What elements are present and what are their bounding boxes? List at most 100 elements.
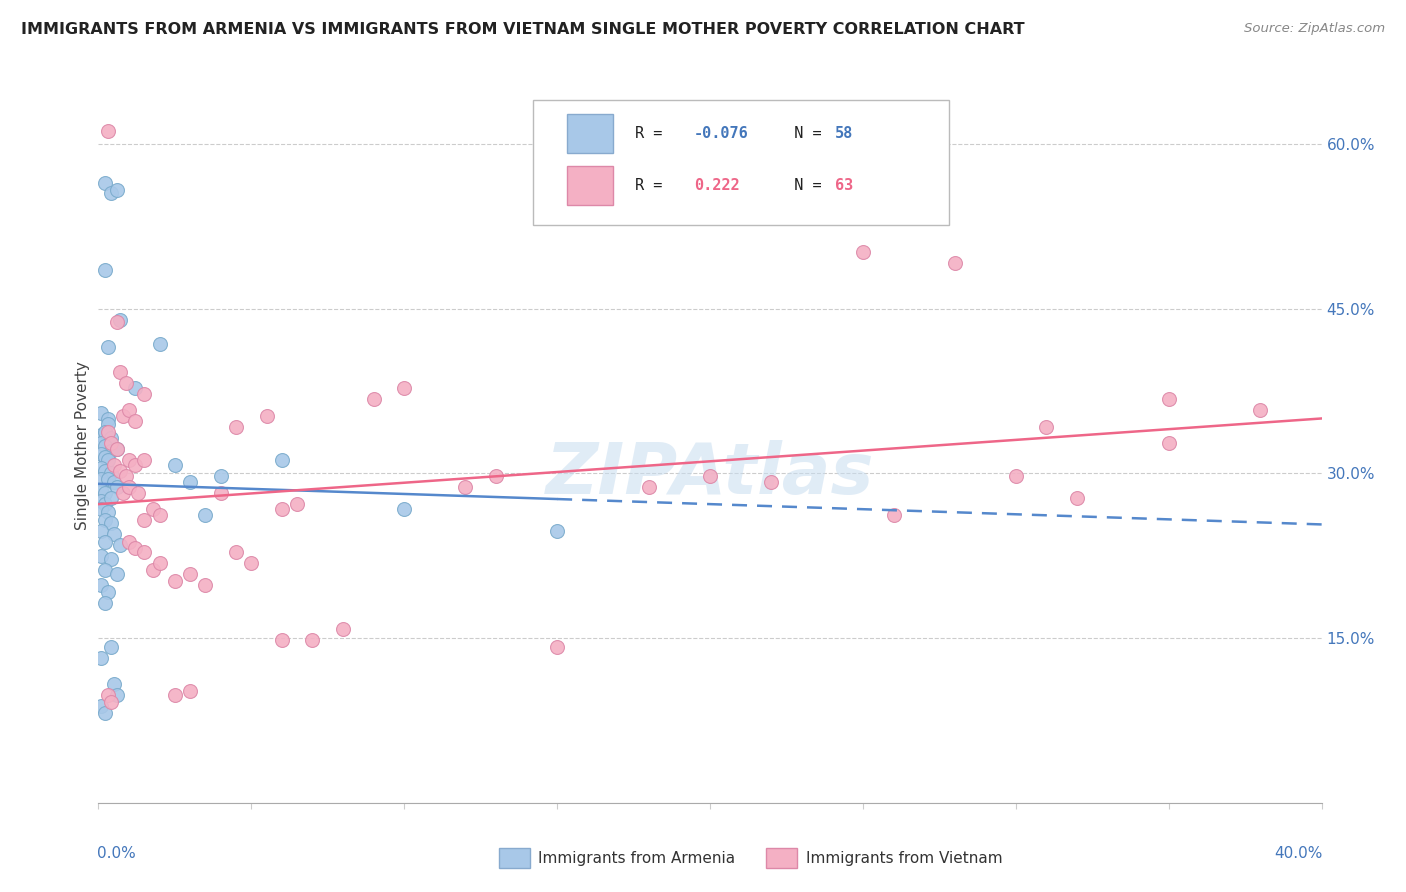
Point (97, 124, 120, 138)
Point (90, 651, 112, 665)
FancyBboxPatch shape (567, 166, 613, 205)
Point (97, 425, 120, 439)
Point (100, 467, 122, 481)
Point (93, 512, 115, 526)
Point (93, 425, 115, 439)
Point (134, 387, 156, 401)
Point (93, 450, 115, 464)
Point (118, 480, 141, 494)
Point (100, 516, 122, 530)
Point (134, 545, 156, 559)
Point (100, 186, 122, 201)
Point (93, 486, 115, 500)
Point (93, 563, 115, 577)
Point (97, 472, 120, 486)
Point (179, 475, 201, 490)
Point (270, 453, 292, 467)
Point (163, 458, 186, 472)
Point (115, 468, 138, 483)
Point (124, 541, 146, 555)
Point (124, 414, 146, 428)
Text: Immigrants from Vietnam: Immigrants from Vietnam (806, 851, 1002, 865)
Text: 63: 63 (835, 178, 853, 193)
Point (118, 453, 141, 467)
Point (270, 501, 292, 516)
Point (225, 545, 247, 559)
Point (1249, 402, 1271, 417)
Point (97, 453, 120, 467)
Point (485, 468, 508, 483)
Text: 58: 58 (835, 127, 853, 141)
Point (105, 480, 128, 494)
Point (209, 468, 232, 483)
Point (108, 464, 131, 478)
Text: R =: R = (636, 127, 672, 141)
Point (97, 411, 120, 425)
Point (100, 695, 122, 709)
Text: IMMIGRANTS FROM ARMENIA VS IMMIGRANTS FROM VIETNAM SINGLE MOTHER POVERTY CORRELA: IMMIGRANTS FROM ARMENIA VS IMMIGRANTS FR… (21, 22, 1025, 37)
Point (163, 688, 186, 702)
Point (100, 491, 122, 505)
Point (111, 409, 134, 424)
Point (105, 442, 128, 457)
Point (90, 501, 112, 516)
Point (943, 255, 966, 269)
Point (454, 480, 477, 494)
Text: N =: N = (776, 178, 831, 193)
Text: 40.0%: 40.0% (1274, 846, 1323, 861)
Point (90, 494, 112, 508)
Point (90, 428, 112, 442)
Point (142, 501, 165, 516)
Point (301, 633, 323, 648)
Point (163, 574, 186, 588)
Point (103, 458, 125, 472)
Point (124, 458, 146, 472)
Point (97, 505, 120, 519)
Point (100, 435, 122, 450)
Point (105, 688, 128, 702)
Point (225, 420, 247, 434)
Point (240, 557, 263, 571)
Text: R =: R = (636, 178, 681, 193)
Point (332, 623, 354, 637)
Text: ZIPAtlas: ZIPAtlas (546, 440, 875, 509)
Point (93, 497, 115, 511)
Point (392, 381, 416, 395)
Point (93, 464, 115, 478)
Point (97, 585, 120, 599)
Point (270, 633, 292, 648)
Text: Immigrants from Armenia: Immigrants from Armenia (538, 851, 735, 865)
Point (97, 688, 120, 702)
Point (93, 534, 115, 549)
Point (124, 381, 146, 395)
Point (142, 563, 165, 577)
Point (149, 337, 172, 351)
Point (105, 315, 128, 329)
Point (179, 683, 201, 698)
FancyBboxPatch shape (567, 114, 613, 153)
Point (115, 376, 138, 391)
Point (1066, 491, 1088, 505)
Point (1035, 420, 1057, 434)
Point (194, 578, 217, 592)
Point (100, 640, 122, 654)
Point (149, 508, 172, 523)
Point (90, 483, 112, 497)
Point (93, 706, 115, 720)
Point (108, 366, 131, 380)
Point (93, 263, 115, 277)
Point (118, 534, 141, 549)
Point (93, 596, 115, 610)
Point (699, 468, 721, 483)
Point (209, 486, 232, 500)
Point (256, 409, 278, 424)
Point (93, 176, 115, 190)
Point (105, 567, 128, 582)
Point (1157, 392, 1180, 406)
Point (103, 526, 125, 541)
Point (194, 508, 217, 523)
Point (105, 442, 128, 457)
Point (90, 461, 112, 475)
Point (97, 417, 120, 431)
Point (546, 524, 568, 538)
